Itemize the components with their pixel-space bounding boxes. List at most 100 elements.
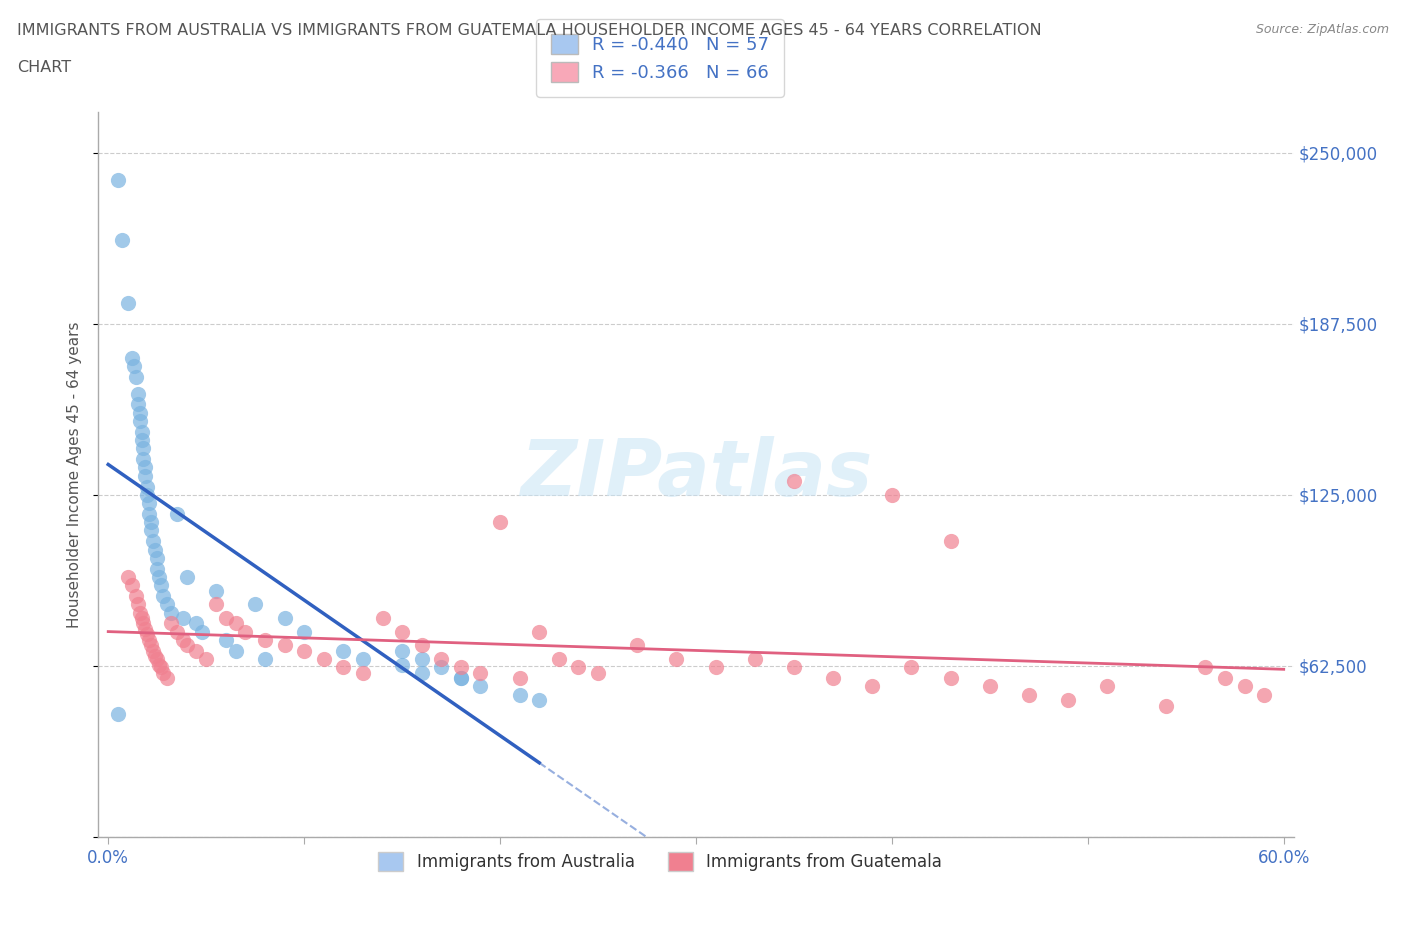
Point [391, 658, 413, 672]
Point [150, 578, 173, 592]
Point [152, 589, 174, 604]
Point [273, 638, 295, 653]
Point [156, 671, 179, 685]
Point [880, 487, 903, 502]
Point [186, 644, 208, 658]
Point [470, 679, 492, 694]
Point [143, 649, 166, 664]
Point [143, 542, 166, 557]
Point [111, 232, 134, 247]
Point [128, 605, 150, 620]
Point [1097, 679, 1119, 694]
Point [332, 660, 354, 675]
Point [470, 665, 492, 680]
Point [117, 569, 139, 584]
Point [235, 624, 257, 639]
Point [141, 523, 163, 538]
Point [172, 611, 194, 626]
Point [176, 638, 198, 653]
Point [411, 665, 433, 680]
Point [783, 473, 806, 488]
Text: CHART: CHART [17, 60, 70, 75]
Point [132, 441, 155, 456]
Point [107, 173, 129, 188]
Point [132, 452, 155, 467]
Point [450, 660, 472, 675]
Point [411, 638, 433, 653]
Point [1154, 698, 1177, 713]
Point [292, 644, 315, 658]
Point [121, 351, 143, 365]
Point [160, 616, 183, 631]
Point [148, 569, 170, 584]
Point [243, 597, 266, 612]
Point [225, 644, 247, 658]
Point [138, 496, 160, 511]
Point [509, 671, 531, 685]
Point [860, 679, 883, 694]
Point [121, 578, 143, 592]
Point [1253, 687, 1275, 702]
Point [128, 405, 150, 420]
Point [138, 632, 160, 647]
Text: IMMIGRANTS FROM AUSTRALIA VS IMMIGRANTS FROM GUATEMALA HOUSEHOLDER INCOME AGES 4: IMMIGRANTS FROM AUSTRALIA VS IMMIGRANTS … [17, 23, 1042, 38]
Point [253, 632, 276, 647]
Point [134, 460, 156, 475]
Point [131, 611, 153, 626]
Point [117, 296, 139, 311]
Point [142, 644, 165, 658]
Point [1057, 693, 1080, 708]
Point [138, 507, 160, 522]
Point [430, 652, 453, 667]
Point [312, 652, 335, 667]
Point [567, 660, 589, 675]
Point [332, 644, 354, 658]
Point [450, 671, 472, 685]
Point [352, 665, 374, 680]
Point [136, 627, 159, 642]
Point [547, 652, 569, 667]
Point [124, 589, 146, 604]
Point [146, 562, 169, 577]
Point [205, 597, 228, 612]
Point [131, 424, 153, 439]
Text: Source: ZipAtlas.com: Source: ZipAtlas.com [1256, 23, 1389, 36]
Point [489, 515, 512, 530]
Point [107, 707, 129, 722]
Point [509, 687, 531, 702]
Point [626, 638, 648, 653]
Point [704, 660, 727, 675]
Point [939, 534, 962, 549]
Y-axis label: Householder Income Ages 45 - 64 years: Householder Income Ages 45 - 64 years [67, 321, 83, 628]
Point [166, 624, 188, 639]
Point [391, 644, 413, 658]
Point [127, 597, 149, 612]
Point [253, 652, 276, 667]
Point [127, 386, 149, 401]
Point [744, 652, 766, 667]
Point [411, 652, 433, 667]
Point [205, 583, 228, 598]
Point [122, 359, 145, 374]
Point [142, 534, 165, 549]
Point [225, 616, 247, 631]
Point [450, 671, 472, 685]
Point [1233, 679, 1256, 694]
Point [141, 638, 163, 653]
Point [215, 632, 238, 647]
Point [160, 605, 183, 620]
Point [131, 432, 153, 447]
Point [146, 551, 169, 565]
Point [979, 679, 1001, 694]
Point [128, 414, 150, 429]
Point [186, 616, 208, 631]
Point [900, 660, 922, 675]
Point [586, 665, 609, 680]
Point [146, 652, 169, 667]
Point [215, 611, 238, 626]
Point [156, 597, 179, 612]
Point [132, 616, 155, 631]
Point [150, 660, 173, 675]
Text: ZIPatlas: ZIPatlas [520, 436, 872, 512]
Point [430, 660, 453, 675]
